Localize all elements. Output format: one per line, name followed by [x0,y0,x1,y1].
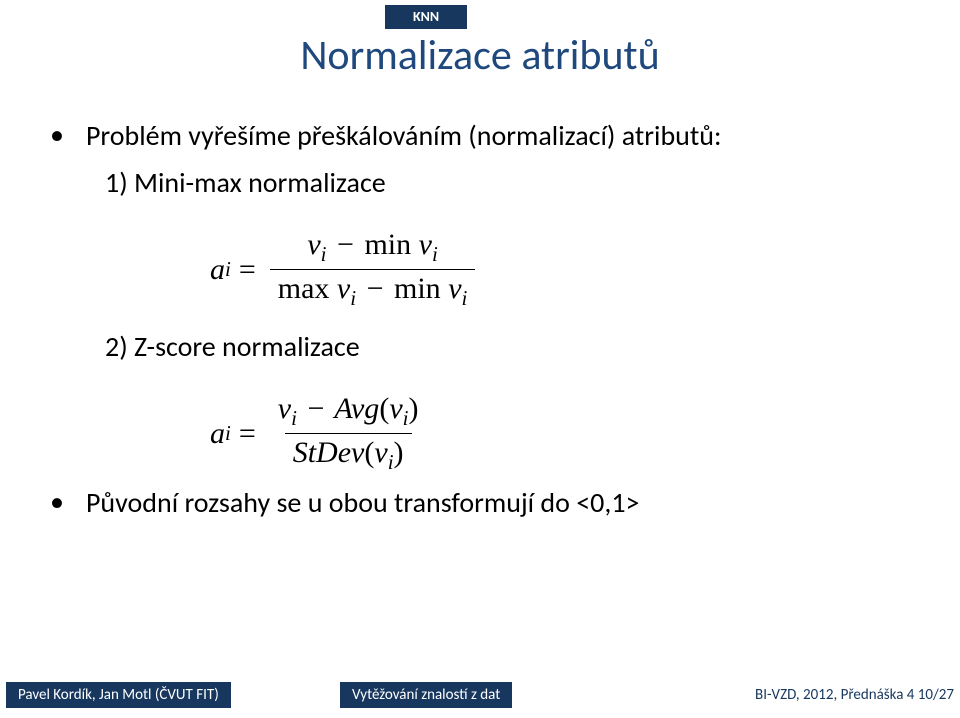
bullet-text: Problém vyřešíme přeškálováním (normaliz… [86,118,722,153]
footer-author: Pavel Kordík, Jan Motl (ČVUT FIT) [6,682,231,708]
formula-zscore: ai = vi − Avg(vi) StDev(vi) [210,392,910,475]
formula-lhs-sub: i [225,257,231,282]
fraction: vi − min vi max vi − min vi [270,228,476,311]
equals-sign: = [239,253,256,287]
bullet-text: Původní rozsahy se u obou transformují d… [86,485,640,520]
bullet-dot-icon: • [50,118,64,152]
bullet-item: • Problém vyřešíme přeškálováním (normal… [50,118,910,153]
formula-minmax: ai = vi − min vi max vi − min vi [210,228,910,311]
bullet-dot-icon: • [50,485,64,519]
footer-course: Vytěžování znalostí z dat [340,682,512,708]
footer-pageinfo: BI-VZD, 2012, Přednáška 4 10/27 [755,682,954,708]
denominator: StDev(vi) [285,433,412,475]
numerator: vi − min vi [299,228,445,269]
slide: KNN Normalizace atributů • Problém vyřeš… [0,0,960,718]
numbered-item-2: 2) Z-score normalizace [105,329,910,364]
slide-content: • Problém vyřešíme přeškálováním (normal… [50,100,910,520]
equals-sign: = [239,417,256,451]
denominator: max vi − min vi [270,269,476,311]
formula-lhs-sub: i [225,421,231,446]
footer: Pavel Kordík, Jan Motl (ČVUT FIT) Vytěžo… [0,682,960,708]
topic-tab: KNN [385,5,467,29]
numbered-item-1: 1) Mini-max normalizace [105,165,910,200]
fraction: vi − Avg(vi) StDev(vi) [270,392,427,475]
numerator: vi − Avg(vi) [270,392,427,433]
bullet-item: • Původní rozsahy se u obou transformují… [50,485,910,520]
formula-lhs-var: a [210,417,225,451]
formula-lhs-var: a [210,253,225,287]
slide-title: Normalizace atributů [0,30,960,81]
